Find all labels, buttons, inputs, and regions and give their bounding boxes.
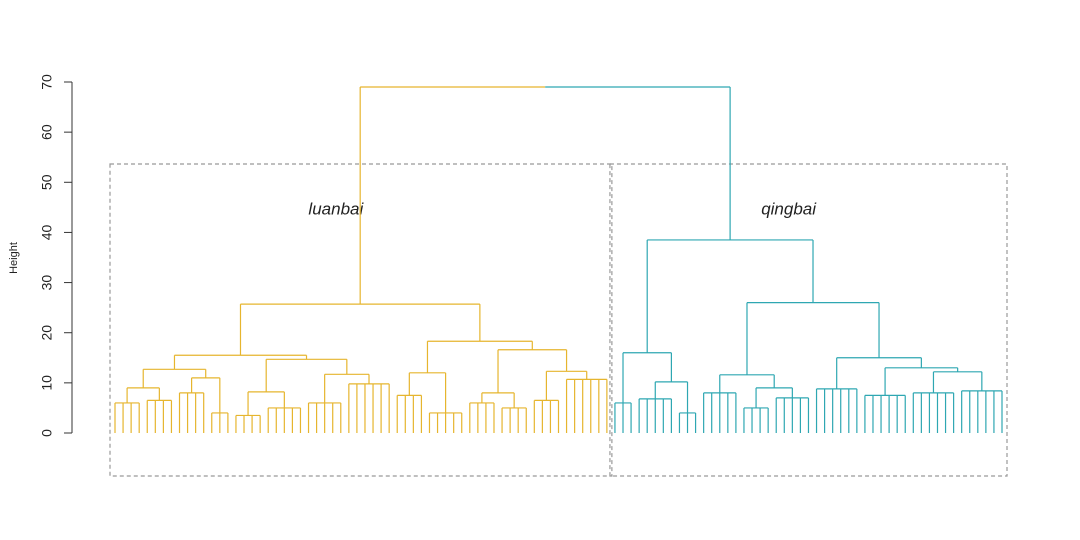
y-axis-label: Height bbox=[8, 242, 20, 274]
leaf-group bbox=[428, 412, 463, 433]
leaf-group bbox=[565, 378, 608, 433]
leaf-group bbox=[961, 390, 1003, 433]
leaf-group bbox=[815, 388, 858, 433]
leaf-group bbox=[396, 394, 423, 433]
leaf-group bbox=[307, 402, 342, 433]
leaf-group bbox=[533, 399, 560, 433]
leaf-group bbox=[469, 402, 495, 433]
leaf-group bbox=[146, 399, 173, 433]
leaf-group bbox=[501, 407, 527, 433]
y-tick-label: 50 bbox=[39, 174, 55, 190]
cluster-label: qingbai bbox=[761, 199, 817, 218]
cluster-box bbox=[609, 163, 1008, 477]
leaf-group bbox=[912, 392, 955, 433]
leaf-group bbox=[638, 398, 672, 433]
y-tick-label: 30 bbox=[39, 275, 55, 291]
leaf-group bbox=[114, 402, 140, 433]
leaf-group bbox=[775, 397, 810, 433]
y-tick-label: 0 bbox=[39, 429, 55, 437]
cluster-label: luanbai bbox=[308, 199, 364, 218]
leaf-group bbox=[178, 392, 205, 433]
leaf-group bbox=[235, 414, 261, 433]
leaf-group bbox=[703, 392, 737, 433]
cluster: luanbai bbox=[109, 163, 613, 477]
leaf-group bbox=[211, 412, 229, 433]
leaf-group bbox=[614, 402, 632, 433]
y-tick-label: 40 bbox=[39, 224, 55, 240]
cluster: qingbai bbox=[609, 163, 1008, 477]
cluster-box bbox=[109, 163, 613, 477]
y-tick-label: 20 bbox=[39, 325, 55, 341]
y-tick-label: 70 bbox=[39, 74, 55, 90]
leaf-group bbox=[864, 394, 906, 433]
y-tick-label: 60 bbox=[39, 124, 55, 140]
leaf-group bbox=[348, 383, 390, 433]
leaf-group bbox=[267, 407, 302, 433]
y-tick-label: 10 bbox=[39, 375, 55, 391]
leaf-group bbox=[678, 412, 697, 433]
leaf-group bbox=[743, 407, 769, 433]
